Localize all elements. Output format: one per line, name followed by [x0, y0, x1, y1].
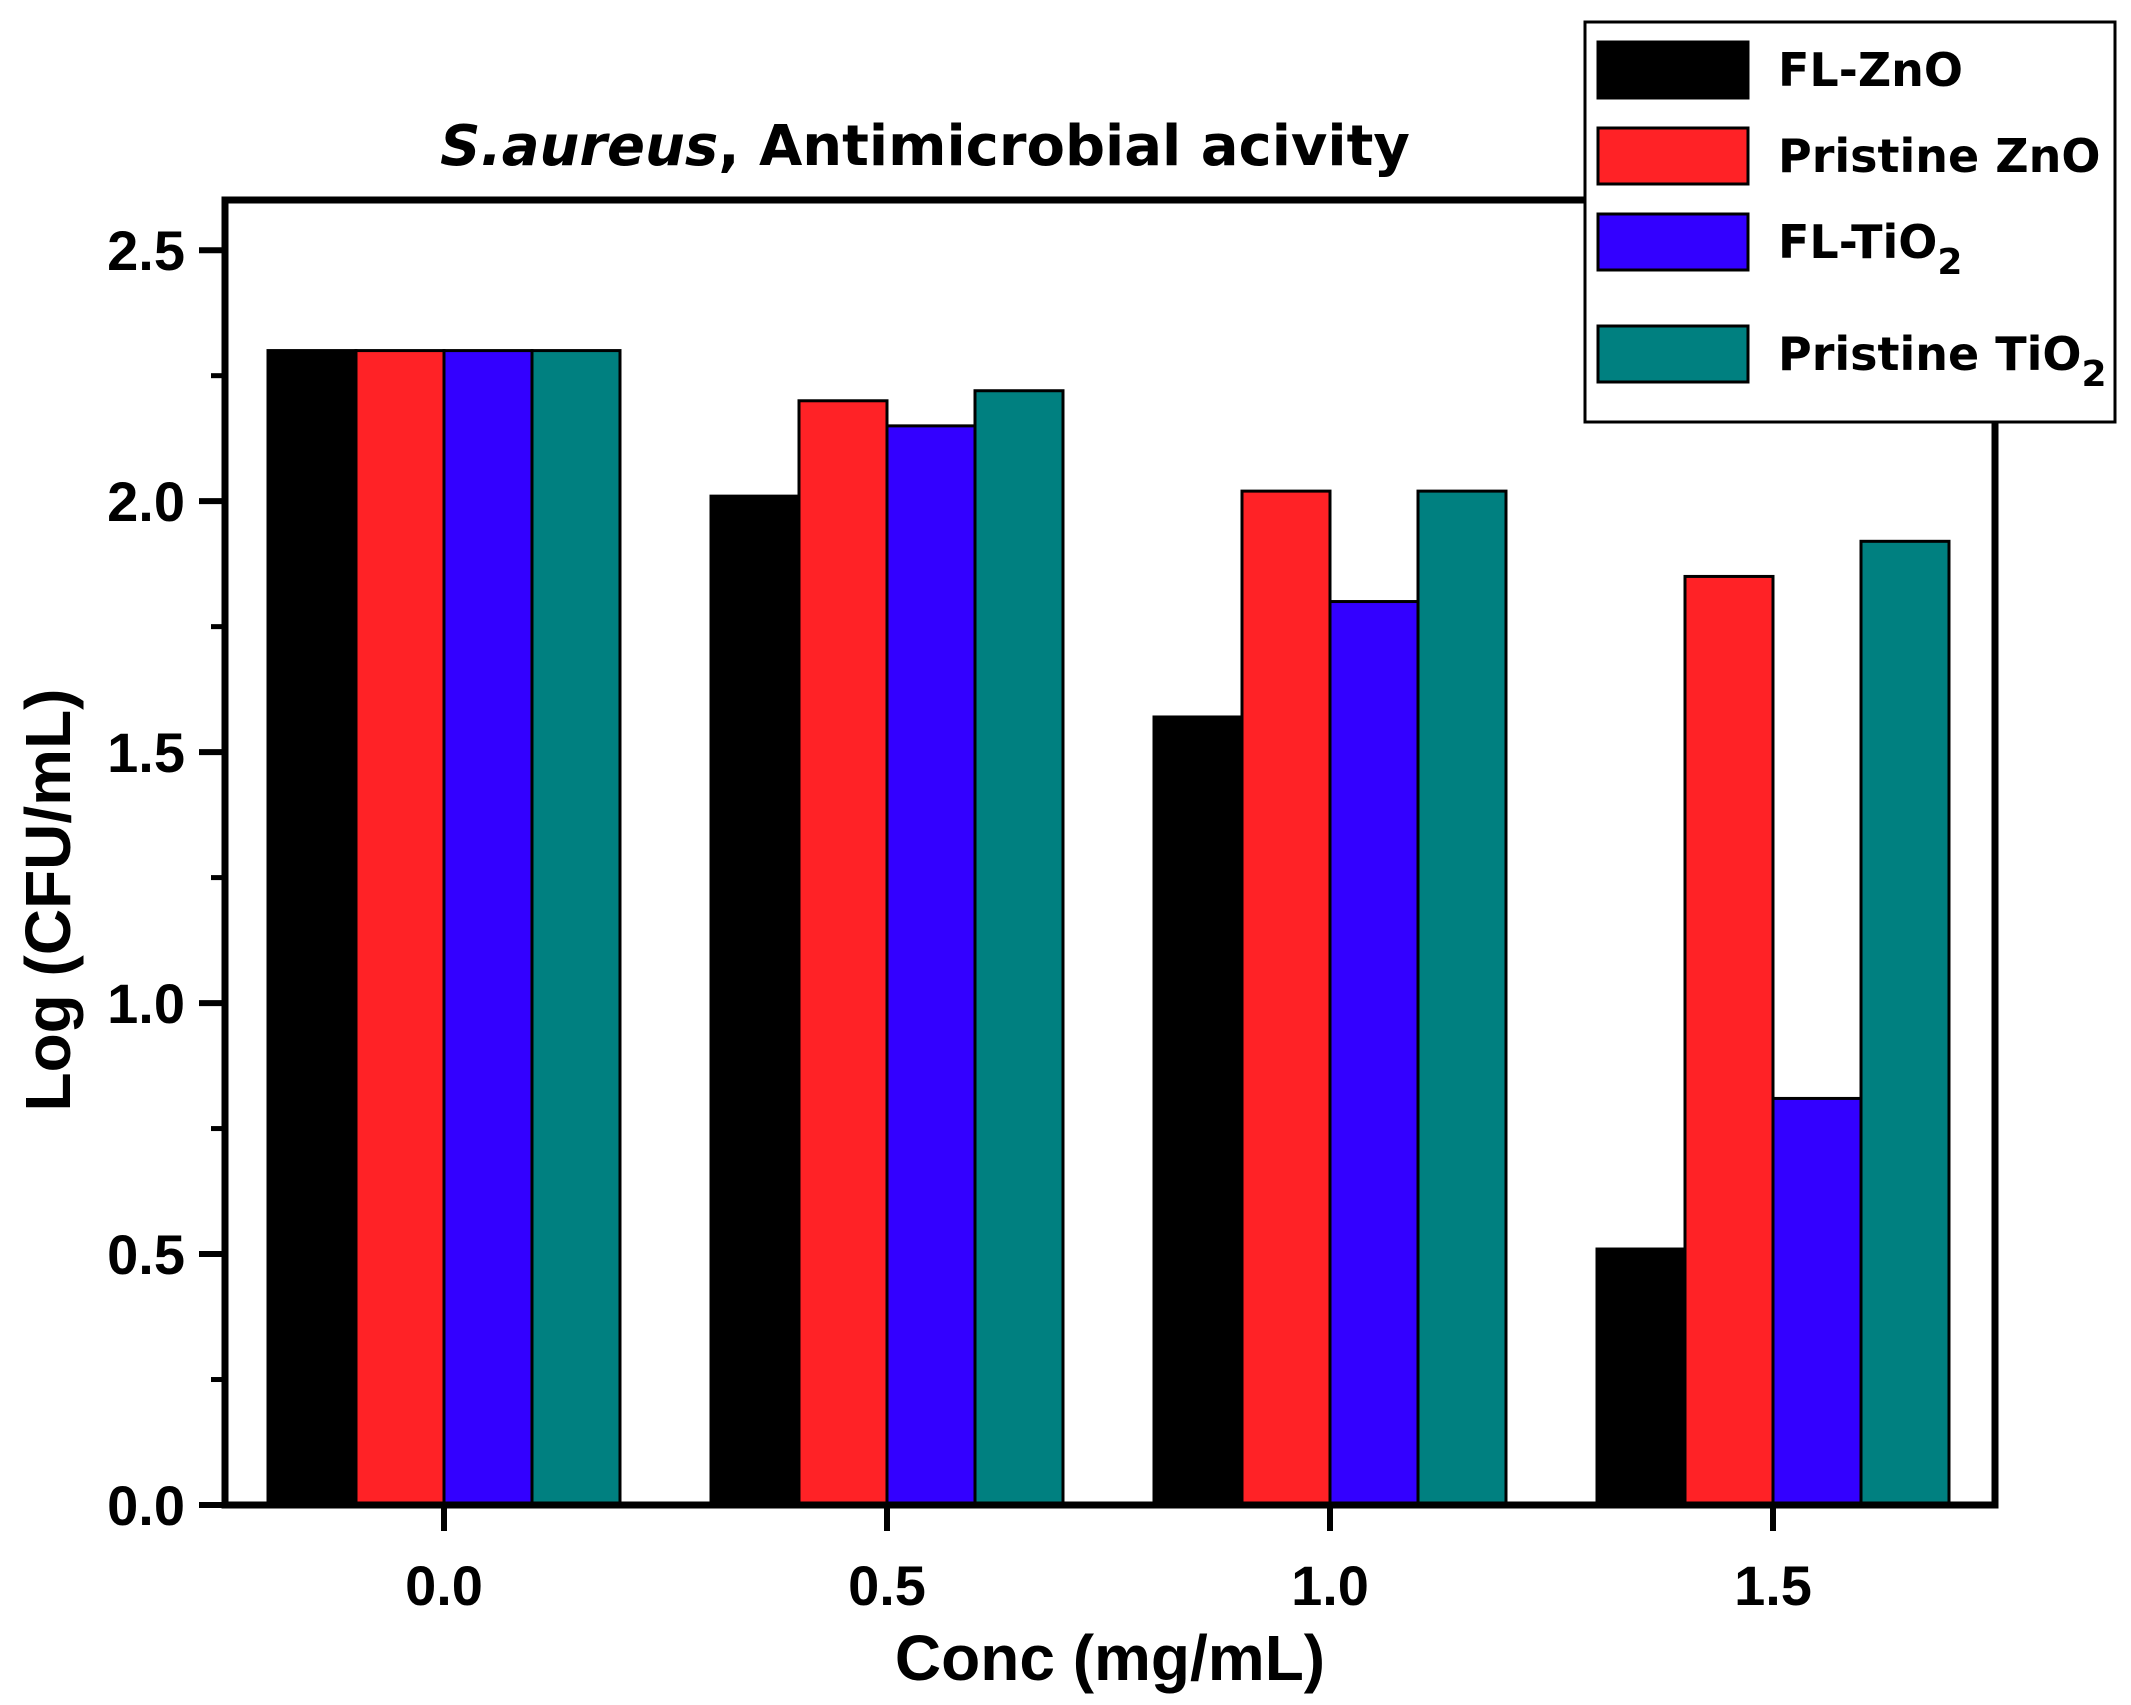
y-tick-label: 0.5 [107, 1223, 185, 1286]
bar-pristine-tio2-1.5 [1859, 539, 1951, 1507]
bar-fl-zno-1.0 [1152, 715, 1244, 1507]
bar-fl-tio2-1.5 [1771, 1096, 1863, 1507]
legend-swatch [1596, 212, 1750, 272]
legend-swatch [1596, 40, 1750, 100]
bar-pristine-zno-1.5 [1683, 574, 1775, 1507]
x-tick-label: 1.5 [1734, 1554, 1812, 1617]
bar-fl-tio2-1.0 [1328, 600, 1420, 1507]
legend-swatch [1596, 126, 1750, 186]
bar-fl-tio2-0.5 [885, 424, 977, 1507]
y-tick-label: 0.0 [107, 1474, 185, 1537]
bar-pristine-tio2-0.0 [530, 349, 622, 1507]
bars-group [266, 349, 1951, 1507]
legend-label: Pristine ZnO [1778, 129, 2100, 183]
plot-frame [221, 196, 1999, 1509]
legend-label: FL-ZnO [1778, 43, 1963, 97]
bar-pristine-zno-0.0 [354, 349, 446, 1507]
chart-title-rest: , Antimicrobial acivity [718, 114, 1410, 179]
x-axis-title: Conc (mg/mL) [895, 1622, 1325, 1694]
y-tick-label: 2.0 [107, 470, 185, 533]
y-tick-label: 2.5 [107, 219, 185, 282]
y-axis: 0.0 0.5 1.0 1.5 2.0 2.5 [107, 219, 225, 1537]
x-axis: 0.0 0.5 1.0 1.5 [405, 1505, 1812, 1617]
bar-fl-zno-0.5 [709, 494, 801, 1507]
legend: FL-ZnO Pristine ZnO FL-TiO2 Pristine TiO2 [1583, 20, 2117, 424]
bar-fl-tio2-0.0 [442, 349, 534, 1507]
y-tick-label: 1.0 [107, 972, 185, 1035]
legend-label: FL-TiO2 [1778, 215, 1962, 283]
legend-swatch [1596, 324, 1750, 384]
chart-title: S.aureus, Antimicrobial acivity [440, 114, 1410, 179]
bar-pristine-tio2-0.5 [973, 389, 1065, 1507]
bar-pristine-zno-0.5 [797, 399, 889, 1507]
bar-pristine-tio2-1.0 [1416, 489, 1508, 1507]
x-tick-label: 0.5 [848, 1554, 926, 1617]
bar-fl-zno-1.5 [1595, 1247, 1687, 1507]
chart-title-italic: S.aureus [440, 114, 718, 179]
y-tick-label: 1.5 [107, 721, 185, 784]
bar-pristine-zno-1.0 [1240, 489, 1332, 1507]
x-tick-label: 0.0 [405, 1554, 483, 1617]
bar-fl-zno-0.0 [266, 349, 358, 1507]
legend-label: Pristine TiO2 [1778, 327, 2107, 395]
y-axis-title: Log (CFU/mL) [12, 689, 84, 1112]
x-tick-label: 1.0 [1291, 1554, 1369, 1617]
